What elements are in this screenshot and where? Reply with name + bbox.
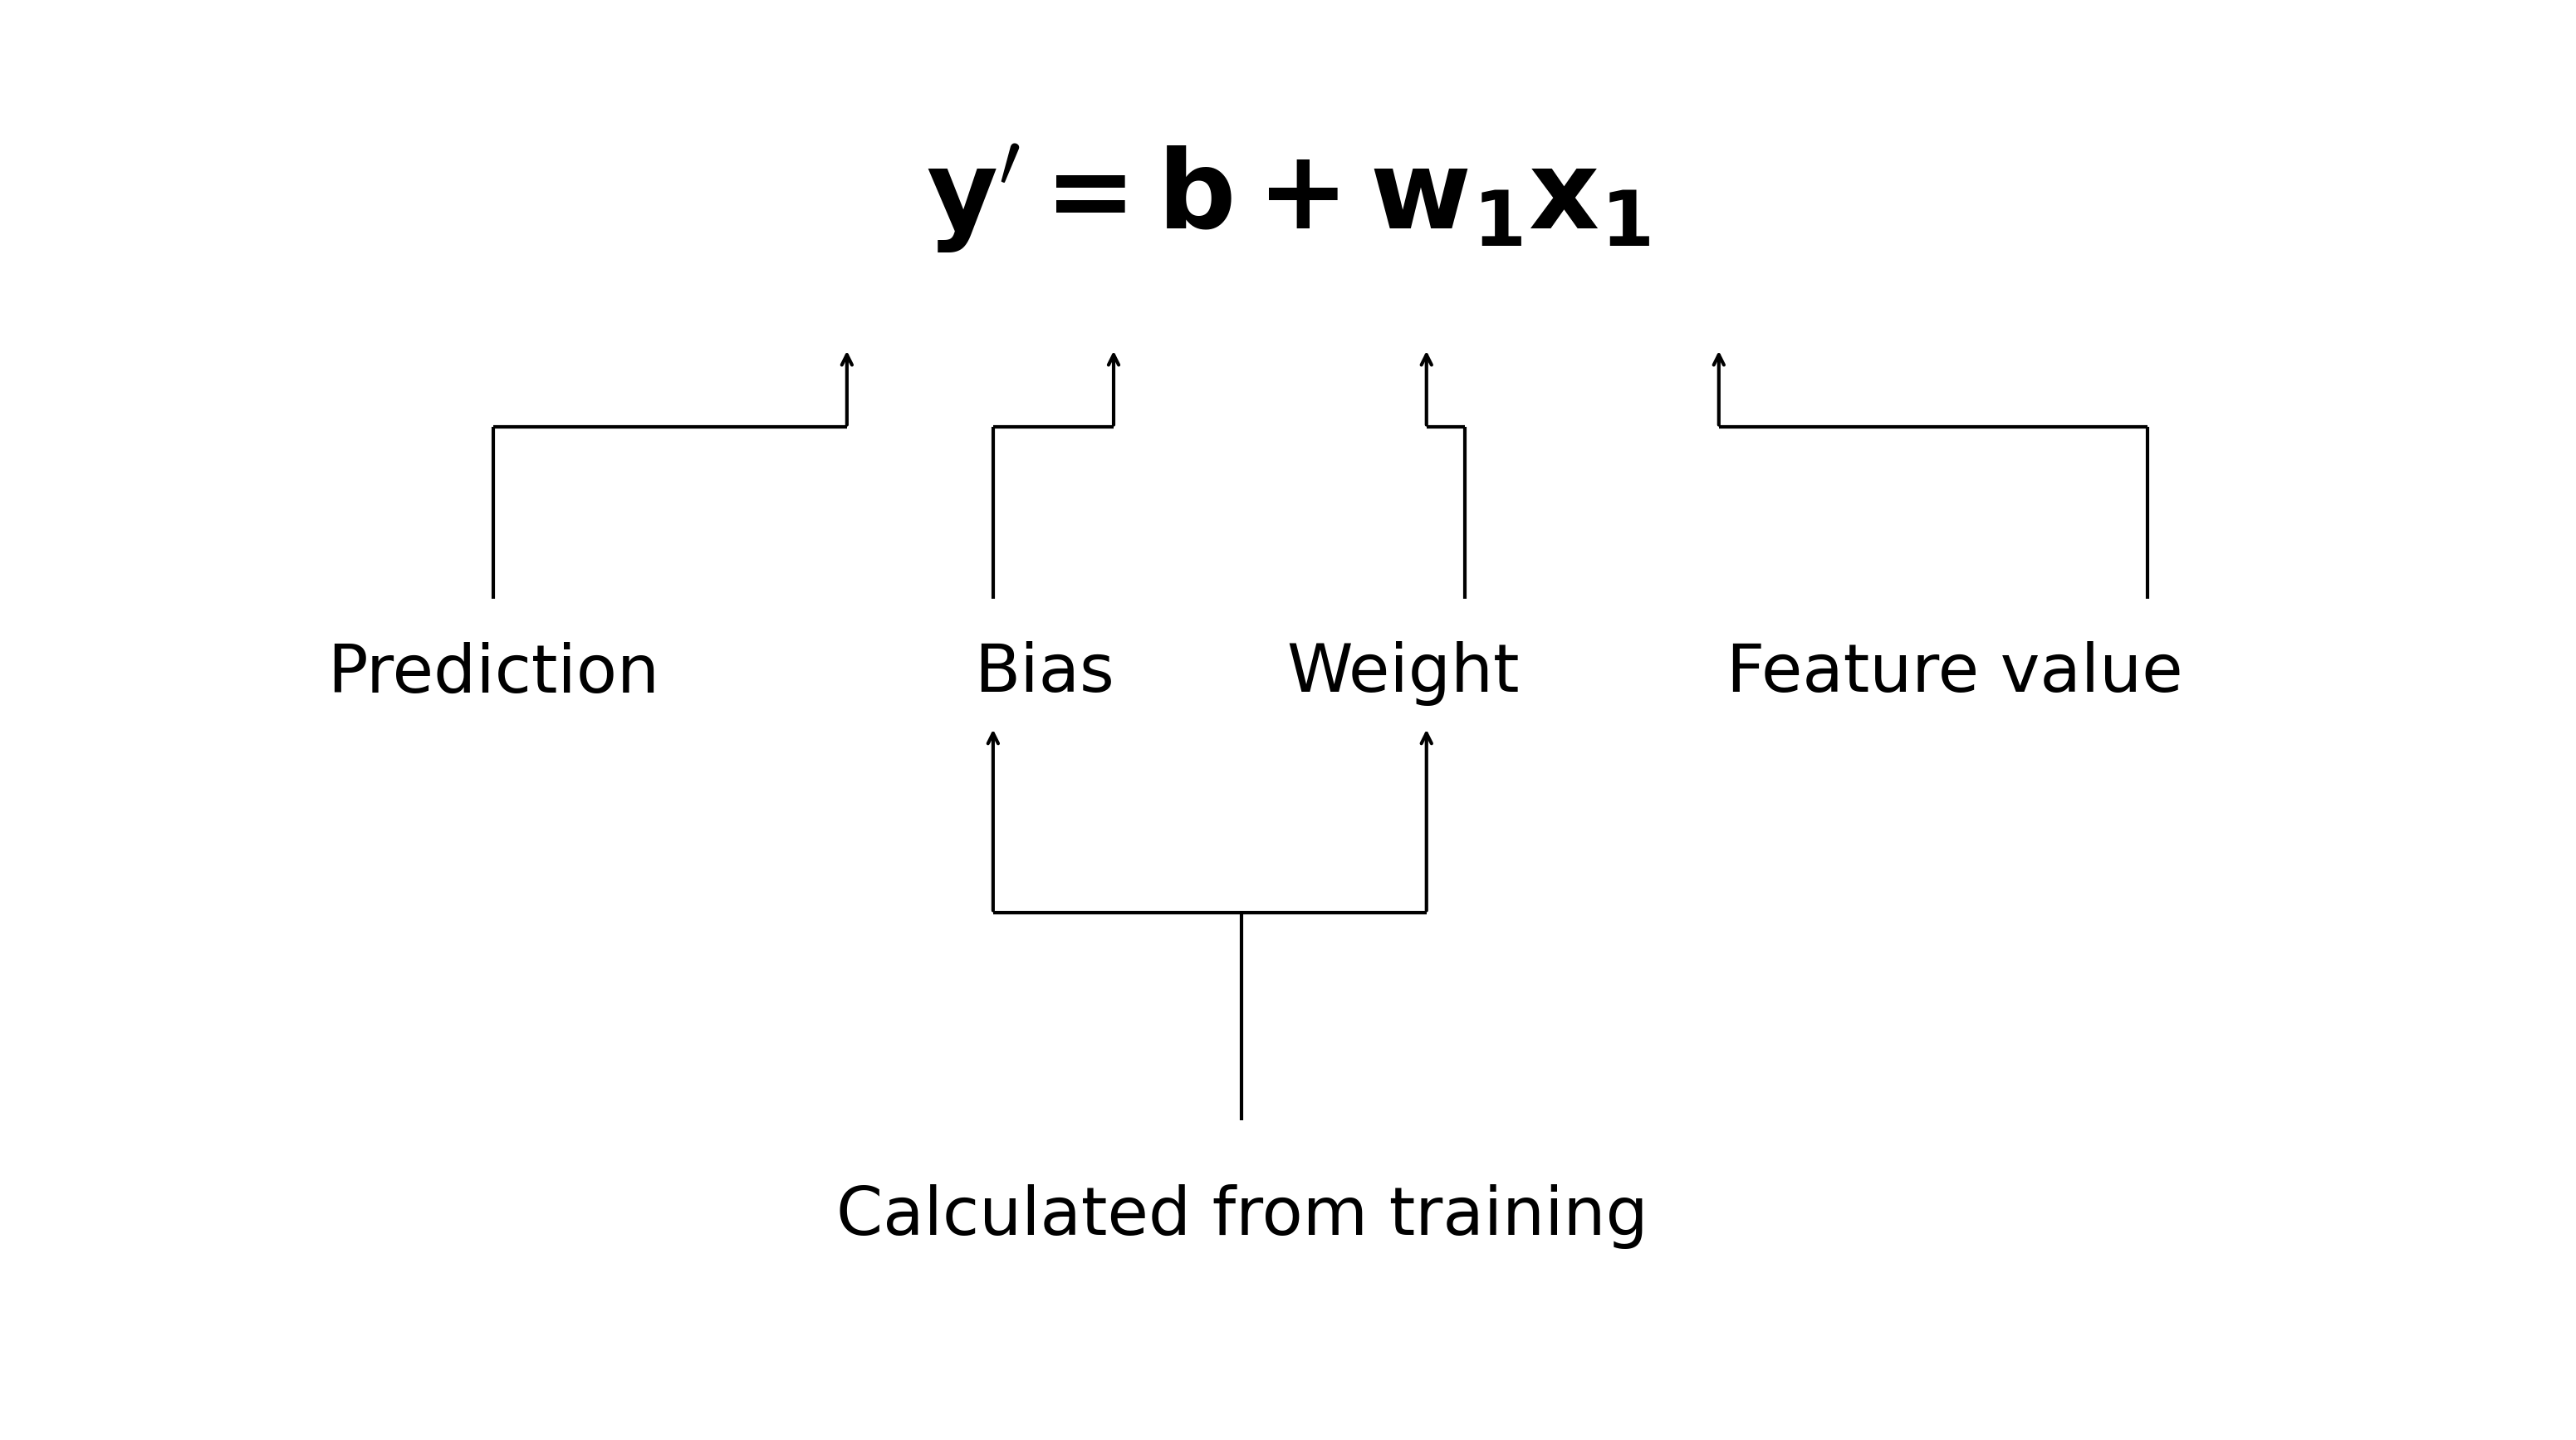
Text: Weight: Weight xyxy=(1288,641,1520,706)
Text: Calculated from training: Calculated from training xyxy=(835,1184,1649,1248)
Text: Prediction: Prediction xyxy=(327,641,659,706)
Text: Bias: Bias xyxy=(974,641,1115,706)
Text: $\mathbf{y' = b + w_1x_1}$: $\mathbf{y' = b + w_1x_1}$ xyxy=(925,143,1651,255)
Text: Feature value: Feature value xyxy=(1726,641,2182,706)
